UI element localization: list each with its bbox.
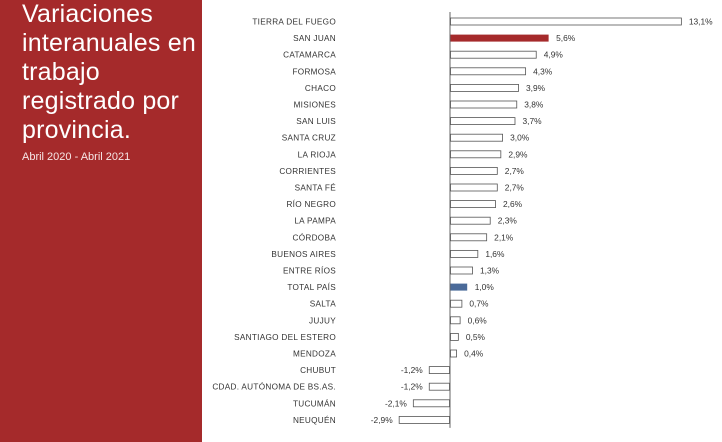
- value-label: 0,7%: [469, 299, 489, 309]
- bar: [450, 283, 468, 291]
- value-label: 1,3%: [480, 266, 500, 276]
- value-label: 13,1%: [689, 17, 713, 27]
- value-label: 4,3%: [533, 66, 553, 76]
- category-label: CORRIENTES: [279, 167, 336, 176]
- category-label: SANTA FÉ: [295, 183, 337, 193]
- title-panel: Variaciones interanuales en trabajo regi…: [0, 0, 202, 442]
- category-label: LA RIOJA: [298, 150, 337, 159]
- bar: [412, 399, 450, 408]
- value-label: 5,6%: [556, 33, 576, 43]
- category-label: CHUBUT: [300, 366, 336, 375]
- value-label: 2,6%: [503, 199, 523, 209]
- value-label: 1,0%: [475, 282, 495, 292]
- value-label: 2,7%: [505, 183, 525, 193]
- category-label: SAN LUIS: [296, 117, 336, 126]
- bar: [450, 166, 498, 175]
- bar: [450, 200, 496, 209]
- bar: [398, 415, 450, 424]
- value-label: 0,5%: [466, 332, 486, 342]
- bar: [450, 183, 498, 192]
- value-label: 0,6%: [468, 315, 488, 325]
- value-label: -1,2%: [401, 382, 423, 392]
- chart-title: Variaciones interanuales en trabajo regi…: [22, 0, 196, 144]
- category-label: CDAD. AUTÓNOMA DE BS.AS.: [212, 382, 336, 392]
- category-label: TIERRA DEL FUEGO: [252, 18, 336, 27]
- bar: [450, 50, 537, 59]
- value-label: 3,0%: [510, 133, 530, 143]
- bar: [428, 382, 450, 391]
- bar: [450, 316, 461, 325]
- category-label: SAN JUAN: [293, 34, 336, 43]
- value-label: 2,1%: [494, 232, 514, 242]
- bar-chart: TIERRA DEL FUEGO 13,1% SAN JUAN 5,6% CATAMAR…: [212, 12, 713, 428]
- bar: [450, 34, 549, 42]
- category-label: MISIONES: [294, 101, 337, 110]
- value-label: 4,9%: [544, 50, 564, 60]
- category-label: BUENOS AIRES: [271, 250, 336, 259]
- bar: [450, 67, 527, 76]
- category-label: LA PAMPA: [294, 217, 336, 226]
- category-label: SANTIAGO DEL ESTERO: [234, 333, 336, 342]
- bar: [450, 249, 479, 258]
- bar: [450, 150, 502, 159]
- value-label: 2,3%: [498, 216, 518, 226]
- bar: [450, 17, 682, 26]
- value-label: 3,7%: [522, 116, 542, 126]
- value-label: -2,1%: [385, 398, 407, 408]
- value-label: 2,9%: [508, 149, 528, 159]
- value-label: 0,4%: [464, 349, 484, 359]
- value-label: -2,9%: [371, 415, 393, 425]
- bar: [450, 100, 518, 109]
- value-label: -1,2%: [401, 365, 423, 375]
- bar: [428, 366, 450, 375]
- category-label: JUJUY: [309, 316, 336, 325]
- category-label: MENDOZA: [293, 350, 336, 359]
- value-label: 1,6%: [485, 249, 505, 259]
- category-label: FORMOSA: [293, 67, 337, 76]
- bar: [450, 133, 503, 142]
- category-label: NEUQUÉN: [293, 415, 336, 425]
- bar: [450, 266, 473, 275]
- bar: [450, 299, 463, 308]
- bar: [450, 216, 491, 225]
- category-label: RÍO NEGRO: [286, 199, 336, 209]
- category-label: ENTRE RÍOS: [283, 266, 336, 276]
- bar: [450, 332, 459, 341]
- bar: [450, 117, 516, 125]
- bar: [450, 349, 457, 358]
- category-label: CATAMARCA: [283, 51, 336, 60]
- value-label: 2,7%: [505, 166, 525, 176]
- category-label: CHACO: [305, 84, 336, 93]
- category-label: CÓRDOBA: [293, 232, 337, 242]
- category-label: SALTA: [310, 300, 336, 309]
- chart-subtitle: Abril 2020 - Abril 2021: [22, 151, 131, 163]
- category-label: TUCUMÁN: [293, 398, 336, 408]
- category-label: SANTA CRUZ: [282, 134, 336, 143]
- bar: [450, 84, 519, 92]
- value-label: 3,9%: [526, 83, 546, 93]
- bar: [450, 233, 488, 242]
- value-label: 3,8%: [524, 100, 544, 110]
- category-label: TOTAL PAÍS: [287, 282, 336, 292]
